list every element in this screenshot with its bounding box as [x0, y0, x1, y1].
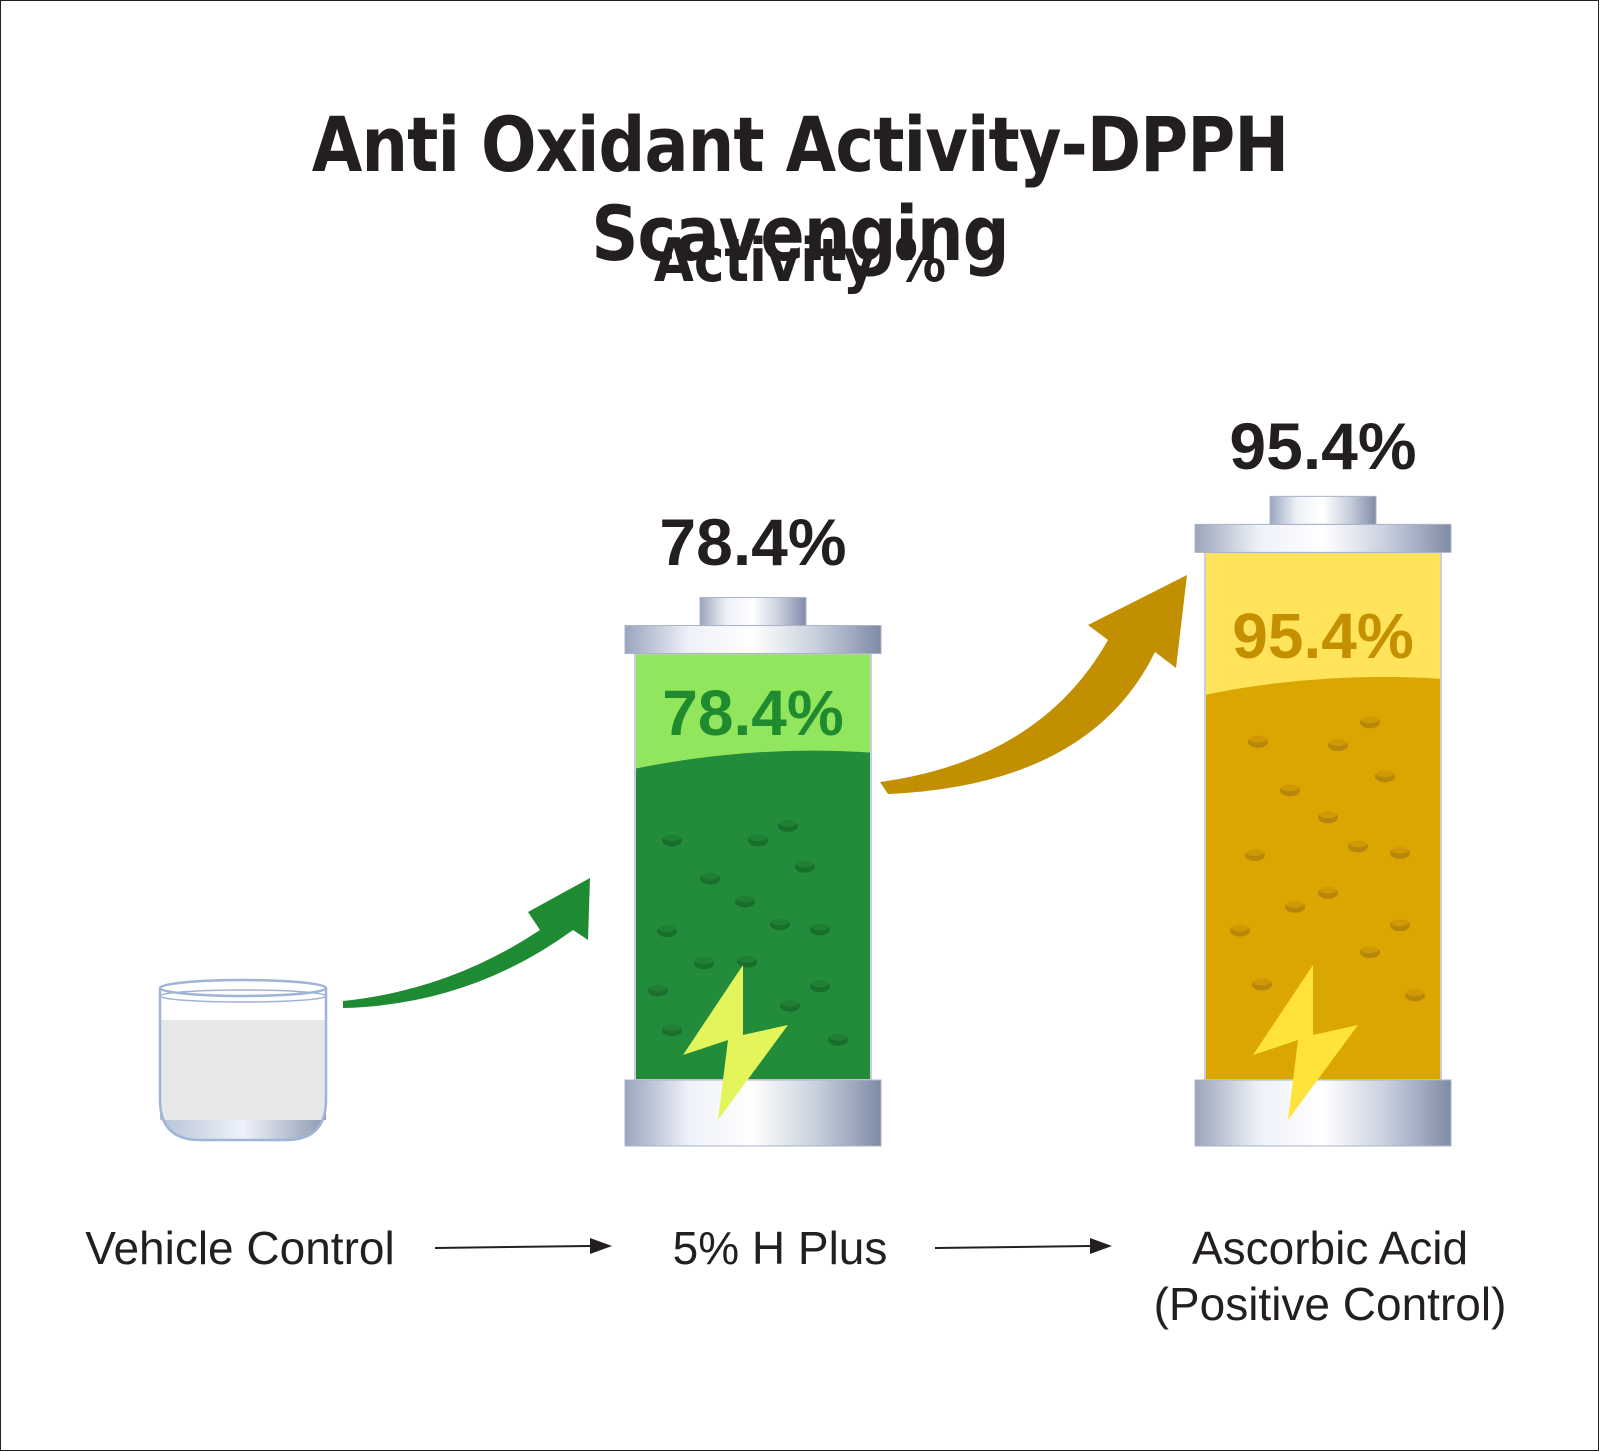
bolt-icon-h-plus — [683, 965, 788, 1120]
bubble-highlight — [1253, 977, 1271, 986]
bubble-highlight — [1391, 845, 1409, 854]
bubble-highlight — [781, 998, 799, 1007]
growth-arrow-gold — [880, 575, 1187, 794]
bubble-highlight — [779, 818, 797, 827]
beaker-icon — [158, 978, 328, 1142]
bubble-highlight — [663, 833, 681, 842]
flow-arrow-2 — [934, 1238, 1112, 1254]
bubble-highlight — [1406, 988, 1424, 997]
battery-liquid — [635, 750, 871, 1080]
bubble-highlight — [1286, 899, 1304, 908]
battery-bottom-cap — [624, 1079, 882, 1147]
bubble-highlight — [811, 979, 829, 988]
bubble-highlight — [695, 956, 713, 965]
bubble-highlight — [796, 859, 814, 868]
battery-top-cap — [624, 625, 882, 655]
category-label-ascorbic-acid: Ascorbic Acid (Positive Control) — [1130, 1220, 1530, 1332]
bubble-highlight — [658, 924, 676, 933]
bubble-highlight — [1361, 715, 1379, 724]
bolt-icon-ascorbic-acid — [1253, 965, 1358, 1120]
battery-terminal — [1269, 495, 1377, 525]
battery-bottom-cap — [1194, 1079, 1452, 1147]
bubble-highlight — [1319, 885, 1337, 894]
category-label-vehicle-control: Vehicle Control — [85, 1222, 395, 1274]
category-label-ascorbic-line-2: (Positive Control) — [1153, 1278, 1507, 1330]
battery-terminal — [699, 597, 807, 627]
bubble-highlight — [701, 871, 719, 880]
battery-top-cap — [1194, 523, 1452, 553]
bubble-highlight — [749, 833, 767, 842]
inner-label-ascorbic-acid: 95.4% — [1232, 600, 1413, 672]
flow-arrow-1 — [434, 1238, 612, 1254]
bubble-highlight — [1246, 848, 1264, 857]
bubble-highlight — [663, 1023, 681, 1032]
bubble-highlight — [649, 983, 667, 992]
category-label-ascorbic-line-1: Ascorbic Acid — [1191, 1222, 1469, 1274]
bubble-highlight — [1281, 783, 1299, 792]
bubble-highlight — [1376, 769, 1394, 778]
bubble-highlight — [736, 894, 754, 903]
value-label-h-plus: 78.4% — [659, 505, 846, 579]
bubble-highlight — [1349, 839, 1367, 848]
bubble-highlight — [738, 954, 756, 963]
inner-label-h-plus: 78.4% — [662, 677, 843, 749]
bubble-highlight — [1391, 918, 1409, 927]
bubble-highlight — [811, 922, 829, 931]
bubble-highlight — [1319, 810, 1337, 819]
battery-bar-h-plus — [624, 597, 882, 1147]
chart-subtitle: Activity % — [653, 226, 947, 296]
bubble-highlight — [829, 1032, 847, 1041]
bubble-highlight — [1329, 738, 1347, 747]
bubble-highlight — [771, 917, 789, 926]
bubble-highlight — [1231, 923, 1249, 932]
chart-title: Anti Oxidant Activity-DPPH Scavenging — [311, 100, 1289, 278]
bubble-highlight — [1361, 945, 1379, 954]
battery-liquid — [1205, 676, 1441, 1080]
growth-arrow-green — [343, 878, 590, 1008]
value-label-ascorbic-acid: 95.4% — [1229, 409, 1416, 483]
battery-bar-ascorbic-acid — [1194, 495, 1452, 1147]
category-label-h-plus: 5% H Plus — [672, 1222, 888, 1274]
bubble-highlight — [1249, 734, 1267, 743]
